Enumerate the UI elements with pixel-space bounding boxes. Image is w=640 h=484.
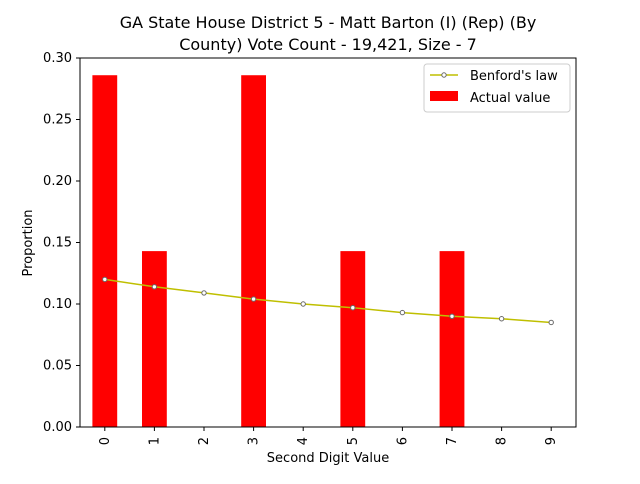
x-tick-label: 6 xyxy=(395,437,410,445)
legend-label-benford: Benford's law xyxy=(470,69,558,84)
x-axis-label: Second Digit Value xyxy=(267,451,389,466)
bar-1 xyxy=(142,251,167,427)
bar-0 xyxy=(92,75,118,427)
x-tick-label: 7 xyxy=(445,437,460,445)
benford-point-3 xyxy=(250,296,257,302)
legend-label-actual: Actual value xyxy=(470,91,550,106)
benford-point-1 xyxy=(151,284,158,290)
benford-line xyxy=(104,278,552,324)
bar-series xyxy=(92,75,465,427)
bar-5 xyxy=(340,251,366,427)
y-tick-label: 0.20 xyxy=(43,174,72,189)
x-tick-label: 3 xyxy=(247,437,262,445)
line-series xyxy=(102,276,554,326)
y-tick-label: 0.05 xyxy=(43,359,72,374)
legend-line-marker xyxy=(441,72,447,78)
x-tick-label: 1 xyxy=(147,437,162,445)
benford-point-9 xyxy=(548,319,554,326)
y-tick-label: 0.10 xyxy=(43,297,72,312)
legend-bar-swatch xyxy=(430,91,458,101)
legend-frame xyxy=(423,63,571,113)
benford-point-7 xyxy=(449,313,455,319)
y-tick-label: 0.30 xyxy=(43,51,72,66)
y-tick-label: 0.25 xyxy=(43,113,72,128)
benford-point-8 xyxy=(498,316,505,322)
x-tick-label: 9 xyxy=(544,437,559,445)
x-tick-label: 2 xyxy=(197,437,212,445)
benford-point-5 xyxy=(350,304,356,311)
y-axis: 0.00 0.05 0.10 0.15 0.20 0.25 0.30 xyxy=(43,51,80,435)
y-tick-label: 0.15 xyxy=(43,236,72,251)
benford-point-6 xyxy=(399,309,406,316)
chart-title-line-2: County) Vote Count - 19,421, Size - 7 xyxy=(179,35,477,54)
benford-point-2 xyxy=(201,290,207,296)
bar-7 xyxy=(439,251,465,427)
x-tick-label: 5 xyxy=(346,437,361,445)
bar-3 xyxy=(241,75,266,427)
x-axis: 0 1 2 3 4 5 6 7 8 9 xyxy=(98,427,559,445)
y-tick-label: 0.00 xyxy=(43,420,72,435)
benford-point-4 xyxy=(300,301,306,307)
chart-title-line-1: GA State House District 5 - Matt Barton … xyxy=(120,13,537,32)
benford-point-0 xyxy=(102,276,108,283)
x-tick-label: 0 xyxy=(98,437,113,445)
legend: Benford's law Actual value xyxy=(423,63,571,113)
x-tick-label: 4 xyxy=(296,437,311,445)
y-axis-label: Proportion xyxy=(21,209,36,276)
x-tick-label: 8 xyxy=(495,437,510,445)
